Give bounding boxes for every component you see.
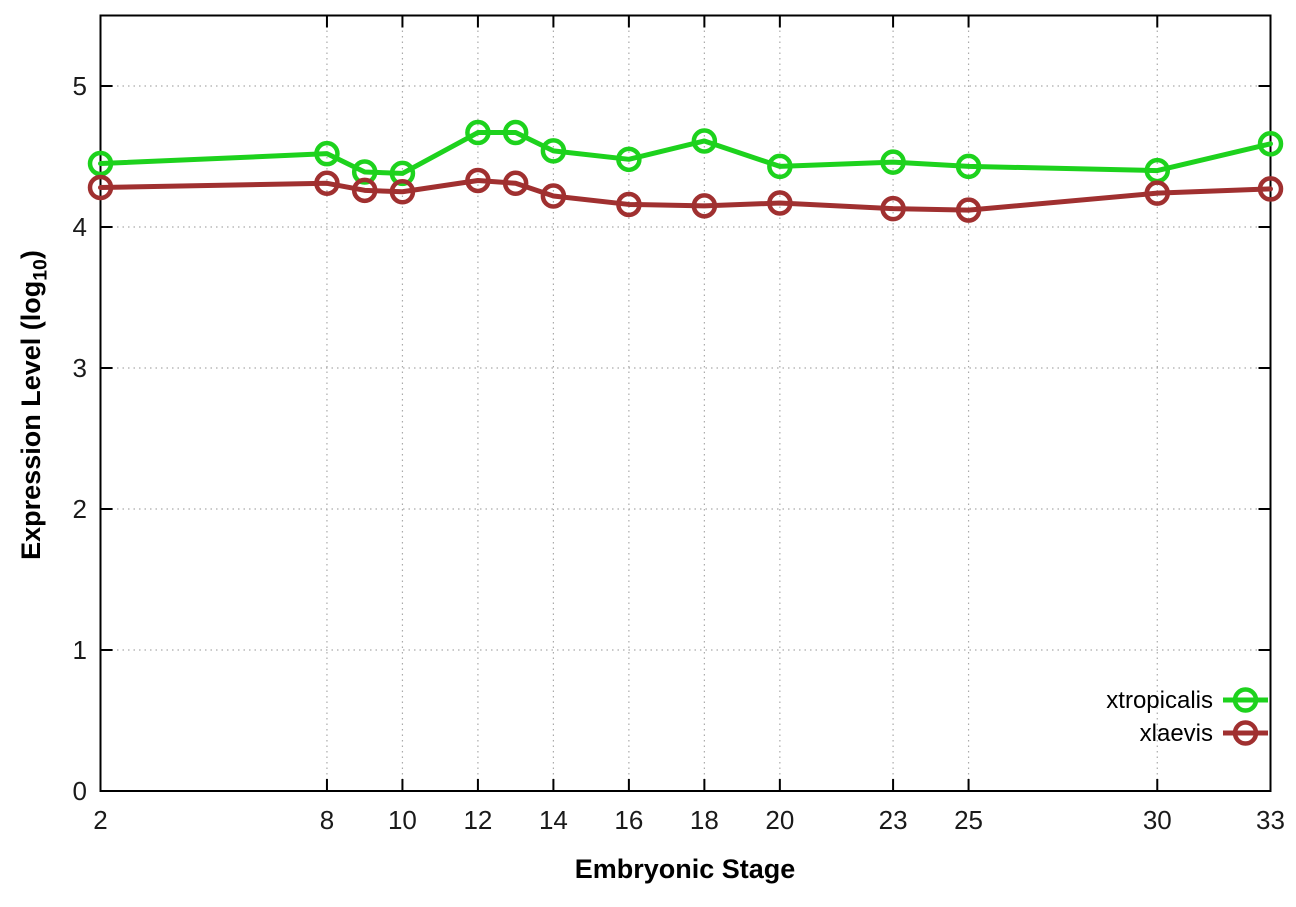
series-line-xlaevis (98, 177, 1273, 213)
data-point-xlaevis (351, 177, 378, 204)
x-tick-label: 2 (93, 805, 107, 835)
data-point-xtropicalis (880, 149, 906, 175)
data-point-xtropicalis (314, 140, 340, 167)
series-xtropicalis (87, 119, 1284, 187)
data-point-xtropicalis (351, 159, 378, 185)
x-tick-label: 23 (879, 805, 908, 835)
y-axis-label-post: ) (16, 250, 46, 260)
y-tick-label: 4 (73, 212, 87, 242)
x-tick-label: 25 (954, 805, 983, 835)
x-tick-label: 20 (765, 805, 794, 835)
legend-label: xlaevis (1140, 720, 1213, 747)
legend-marker (1232, 720, 1259, 746)
legend-marker (1232, 687, 1259, 713)
gridlines (100, 15, 1271, 791)
legend-label: xtropicalis (1106, 687, 1213, 714)
y-tick-label: 3 (73, 353, 87, 383)
data-point-xlaevis (1144, 180, 1171, 206)
y-axis-label: Expression Level (log10) (11, 205, 51, 605)
x-tick-labels: 2 8 10 12 14 16 18 20 23 25 30 33 (93, 805, 1285, 835)
data-point-xlaevis (767, 190, 793, 216)
data-point-xtropicalis (389, 160, 416, 187)
x-axis-label-text: Embryonic Stage (574, 854, 796, 884)
data-point-xlaevis (502, 170, 529, 197)
plot-border (99, 14, 1272, 792)
y-tick-label: 2 (73, 494, 87, 524)
x-tick-label: 33 (1256, 805, 1285, 835)
data-point-xlaevis (691, 193, 718, 219)
data-point-xlaevis (389, 179, 416, 205)
x-axis-label: Embryonic Stage (100, 849, 1270, 889)
legend-entry-xlaevis: xlaevis (1140, 720, 1268, 747)
data-point-xtropicalis (955, 153, 982, 180)
data-point-xlaevis (1257, 176, 1284, 202)
data-point-xlaevis (465, 167, 491, 194)
series-xlaevis (87, 167, 1284, 223)
data-point-xlaevis (880, 195, 906, 222)
y-axis-label-subscript: 10 (29, 259, 52, 281)
data-point-xtropicalis (691, 128, 718, 154)
data-point-xlaevis (616, 191, 642, 218)
legend-entry-xtropicalis: xtropicalis (1106, 687, 1268, 714)
x-tick-label: 18 (690, 805, 719, 835)
data-point-xlaevis (540, 183, 567, 209)
data-point-xlaevis (314, 170, 340, 197)
legend: xtropicalis xlaevis (1106, 687, 1268, 747)
data-point-xtropicalis (767, 153, 793, 180)
x-tick-label: 30 (1143, 805, 1172, 835)
x-tick-label: 12 (463, 805, 492, 835)
data-point-xtropicalis (616, 146, 642, 173)
y-tick-labels: 0 1 2 3 4 5 (73, 71, 87, 806)
data-point-xtropicalis (87, 150, 114, 177)
tick-marks (99, 15, 1272, 792)
series-line-xtropicalis (98, 130, 1273, 176)
data-point-xtropicalis (502, 119, 529, 146)
data-point-xtropicalis (540, 138, 567, 164)
data-point-xtropicalis (1257, 131, 1284, 157)
x-tick-label: 10 (388, 805, 417, 835)
x-tick-label: 8 (320, 805, 334, 835)
y-tick-label: 5 (73, 71, 87, 101)
x-tick-label: 14 (539, 805, 568, 835)
y-tick-label: 0 (73, 776, 87, 806)
y-tick-label: 1 (73, 635, 87, 665)
data-point-xlaevis (955, 197, 982, 223)
x-tick-label: 16 (614, 805, 643, 835)
data-point-xlaevis (87, 174, 114, 201)
data-point-xtropicalis (465, 119, 491, 146)
y-axis-label-pre: Expression Level (log (16, 280, 46, 560)
